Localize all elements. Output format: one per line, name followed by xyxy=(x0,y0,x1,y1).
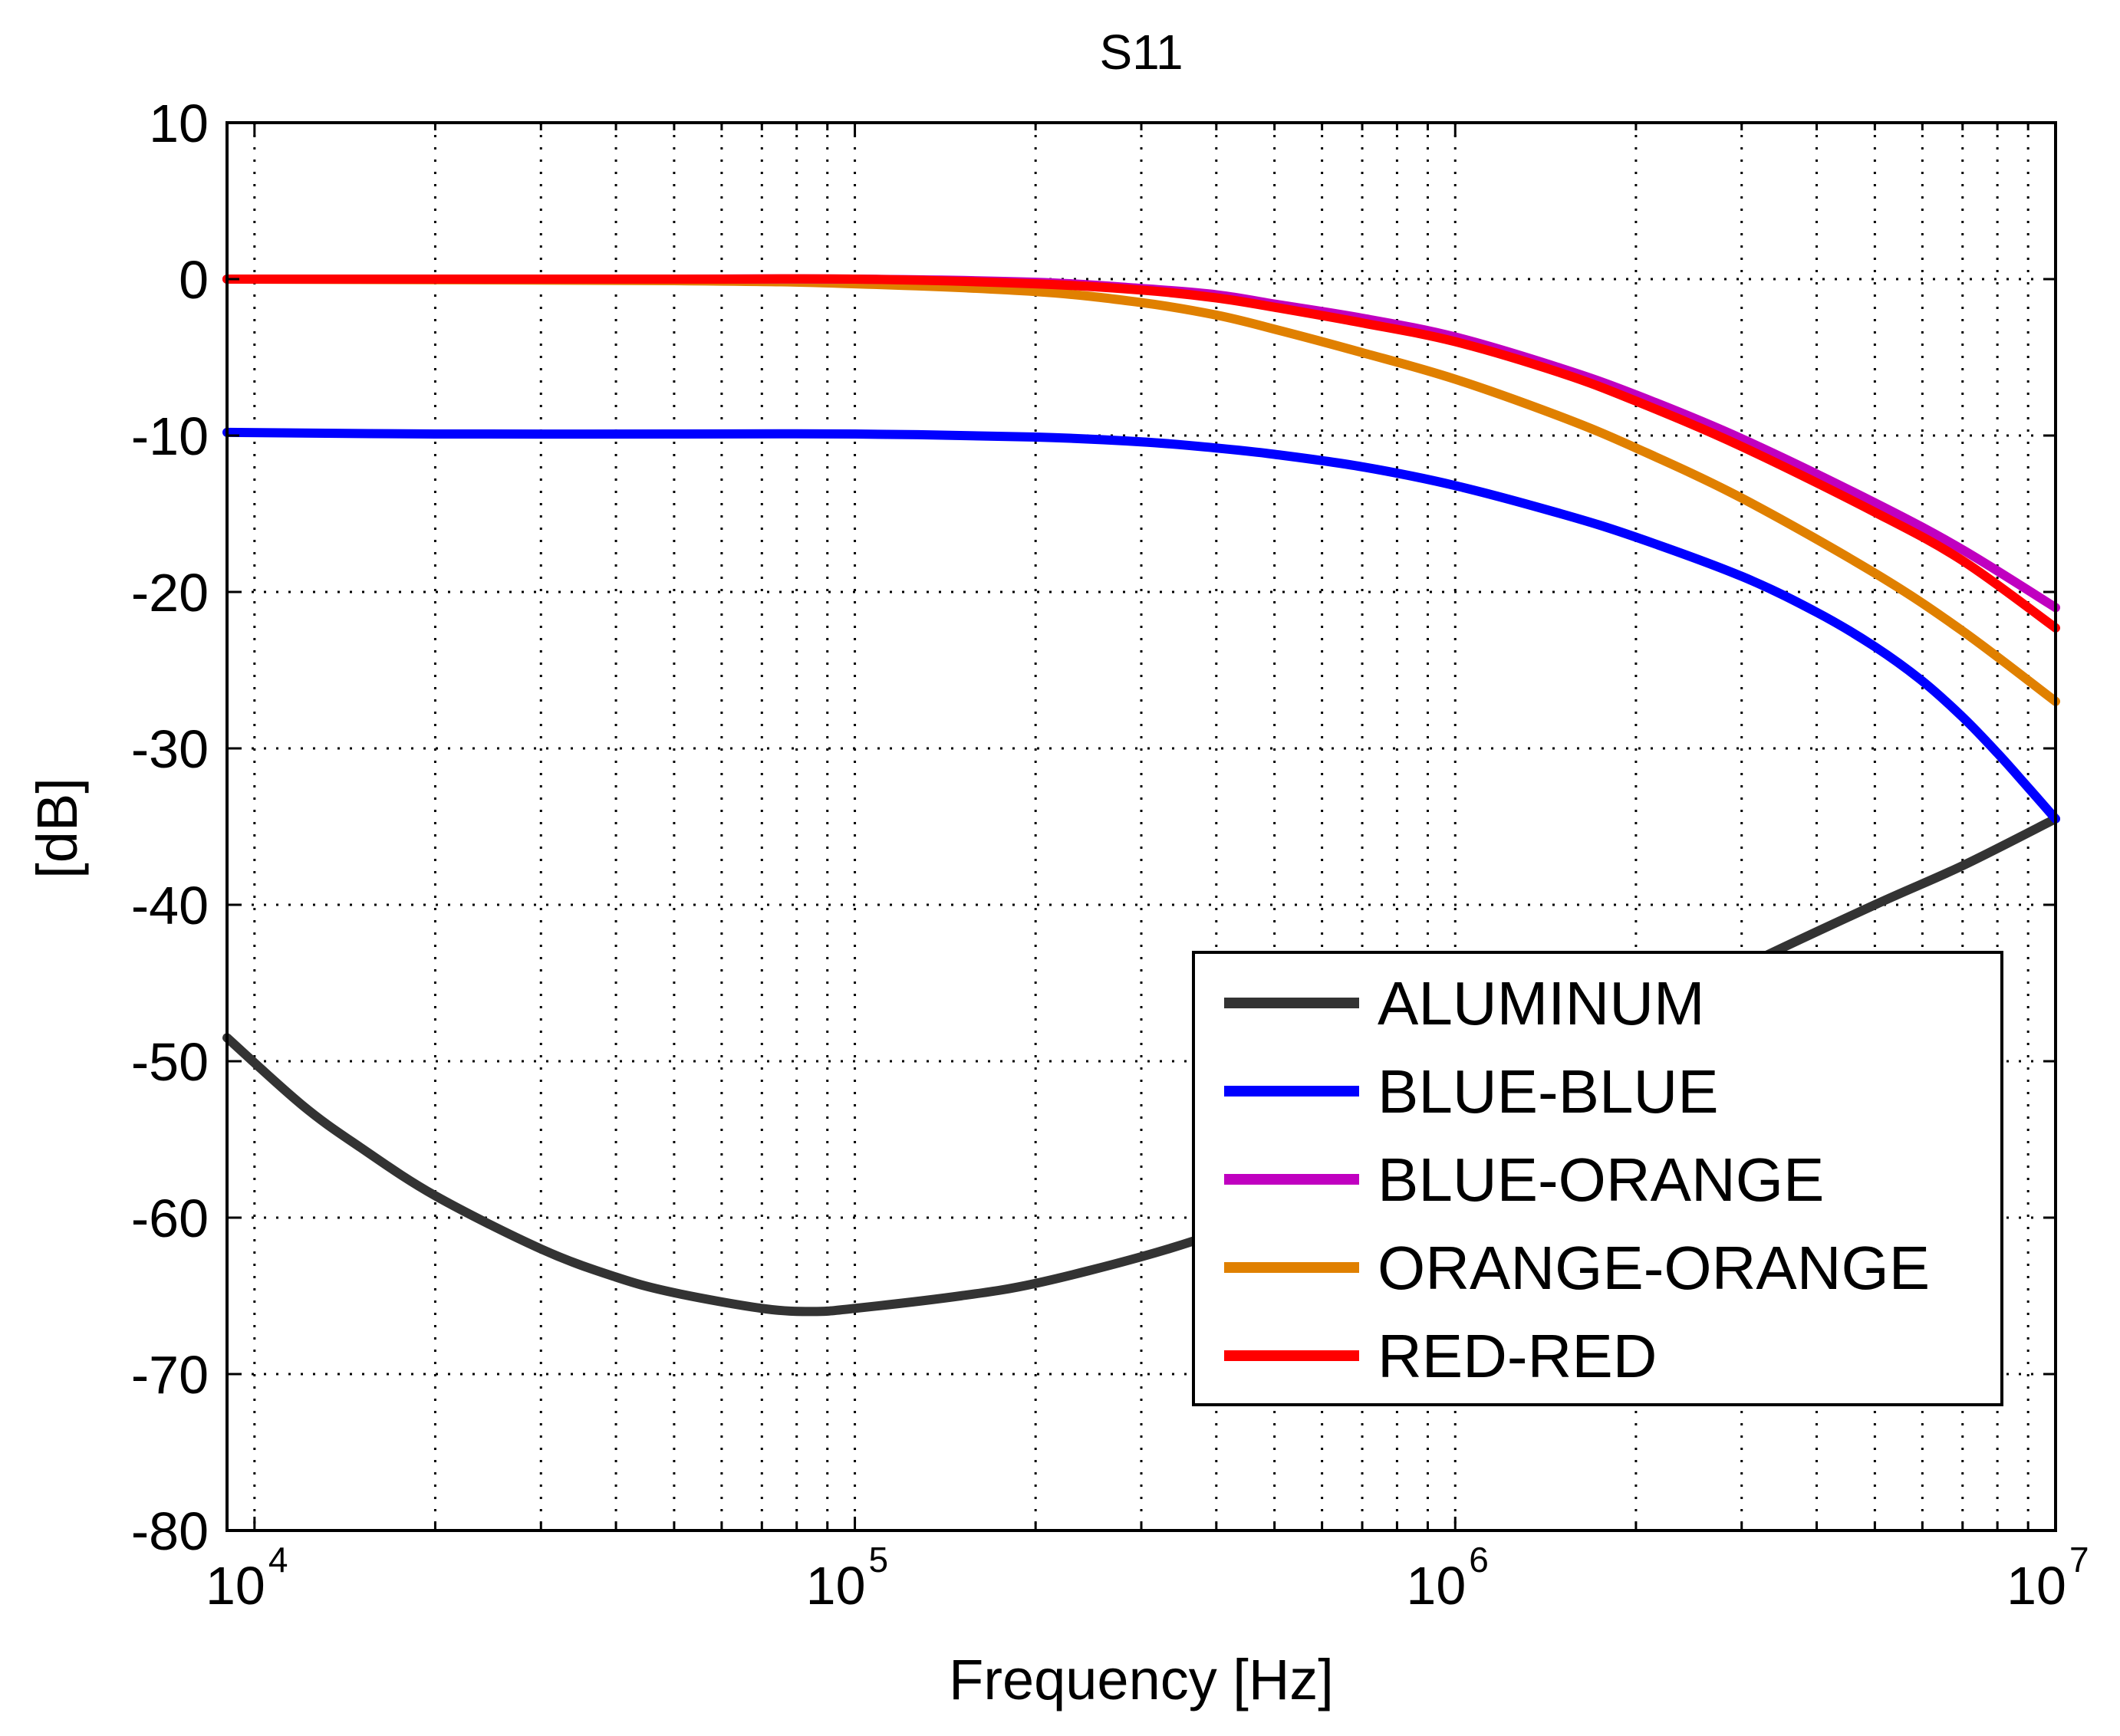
y-tick-label: -40 xyxy=(131,876,209,935)
legend-label: RED-RED xyxy=(1378,1322,1657,1390)
legend-entry: RED-RED xyxy=(1224,1322,1657,1390)
x-tick-base: 10 xyxy=(1406,1556,1466,1616)
y-tick-label: -30 xyxy=(131,719,209,779)
y-tick-label: -80 xyxy=(131,1501,209,1561)
x-tick-exponent: 5 xyxy=(869,1540,889,1580)
x-tick-label: 10 6 xyxy=(1406,1540,1488,1616)
y-tick-label: -50 xyxy=(131,1032,209,1092)
y-tick-label: -70 xyxy=(131,1345,209,1405)
x-tick-base: 10 xyxy=(2006,1556,2066,1616)
legend-entry: ALUMINUM xyxy=(1224,969,1705,1037)
y-tick-label: -20 xyxy=(131,563,209,623)
x-tick-base: 10 xyxy=(206,1556,265,1616)
legend-label: ALUMINUM xyxy=(1378,969,1705,1037)
x-tick-base: 10 xyxy=(806,1556,866,1616)
legend-label: BLUE-BLUE xyxy=(1378,1057,1719,1126)
legend-entry: BLUE-ORANGE xyxy=(1224,1146,1824,1214)
legend-entry: BLUE-BLUE xyxy=(1224,1057,1719,1126)
legend-entry: ORANGE-ORANGE xyxy=(1224,1234,1930,1302)
x-tick-label: 10 7 xyxy=(2006,1540,2089,1616)
x-tick-label: 10 4 xyxy=(206,1540,288,1616)
x-tick-exponent: 6 xyxy=(1469,1540,1489,1580)
x-tick-exponent: 4 xyxy=(268,1540,288,1580)
legend-label: ORANGE-ORANGE xyxy=(1378,1234,1930,1302)
legend: ALUMINUM BLUE-BLUE BLUE-ORANGE ORANGE-ORANG… xyxy=(1192,951,2003,1406)
y-tick-label: 10 xyxy=(149,94,209,153)
x-tick-exponent: 7 xyxy=(2069,1540,2089,1580)
y-tick-label: -10 xyxy=(131,406,209,466)
x-tick-label: 10 5 xyxy=(806,1540,888,1616)
series-line-red-red xyxy=(222,274,2060,633)
series-line-blue-blue xyxy=(222,427,2060,824)
legend-label: BLUE-ORANGE xyxy=(1378,1146,1824,1214)
y-tick-label: -60 xyxy=(131,1189,209,1248)
y-axis-label: [dB] xyxy=(25,778,89,879)
chart-title: S11 xyxy=(1099,25,1183,80)
x-axis-label: Frequency [Hz] xyxy=(949,1648,1334,1711)
y-tick-label: 0 xyxy=(179,250,209,310)
